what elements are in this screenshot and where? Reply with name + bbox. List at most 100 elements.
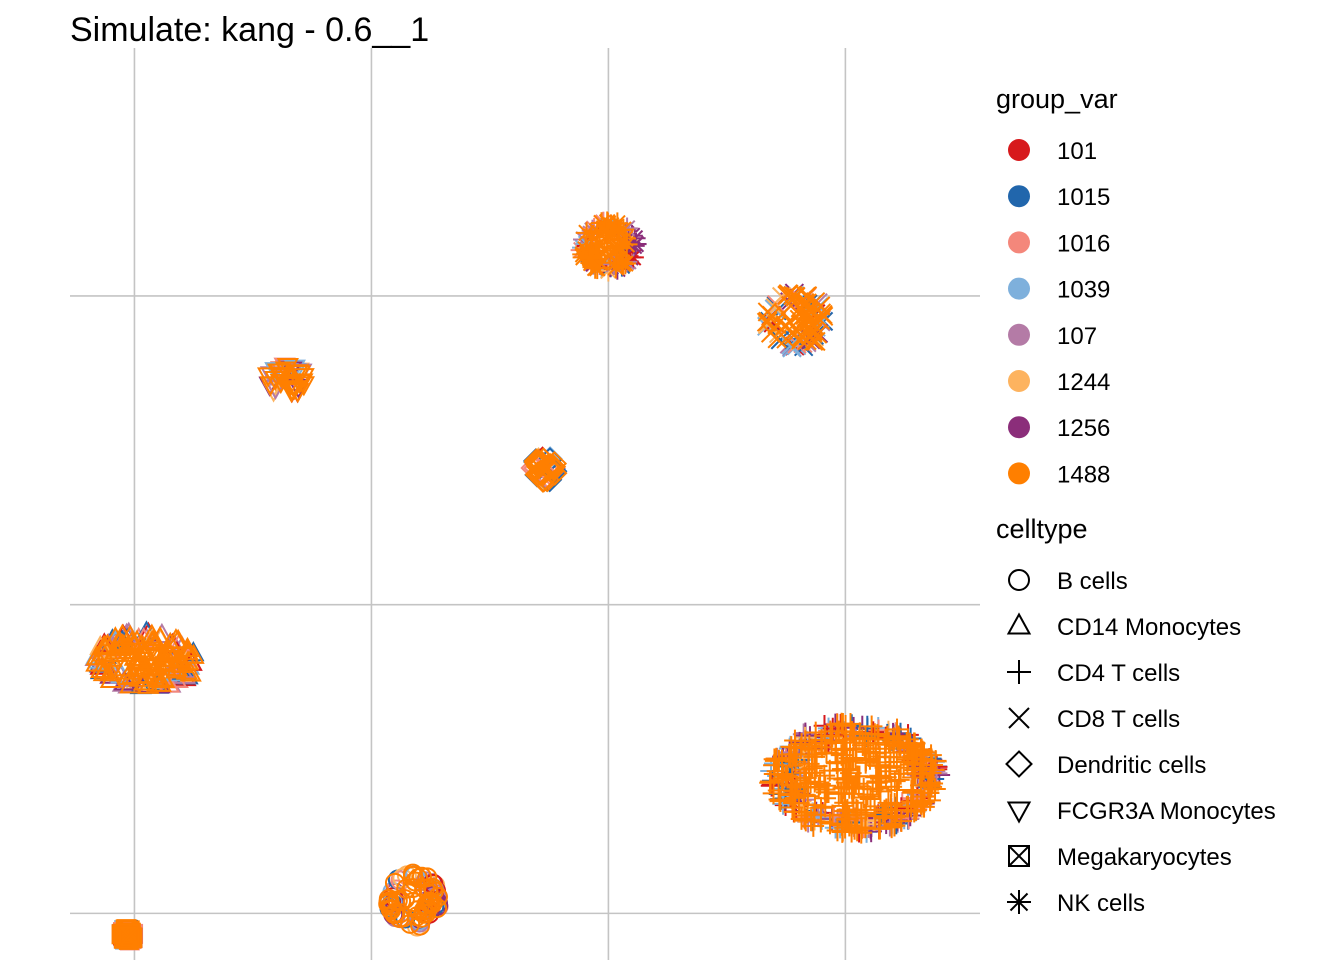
point: [865, 766, 887, 789]
point: [832, 777, 855, 800]
point: [869, 817, 891, 840]
point: [416, 903, 437, 924]
cluster-cd4-t-cells: [759, 712, 951, 844]
points-layer: [84, 211, 951, 951]
point: [759, 770, 782, 793]
point: [843, 723, 865, 746]
point: [913, 796, 935, 818]
cluster-cd8-t-cells: [756, 283, 834, 358]
point: [900, 742, 923, 764]
point: [768, 788, 791, 811]
point: [794, 292, 815, 313]
point: [839, 713, 862, 735]
point: [867, 728, 890, 751]
point: [259, 376, 282, 397]
point: [844, 748, 867, 770]
point: [615, 233, 638, 256]
cluster-fcgr3a-monocytes: [256, 357, 316, 404]
legend-shape-swatch: [1006, 612, 1032, 635]
point: [780, 736, 803, 758]
point: [128, 666, 151, 687]
point: [898, 736, 920, 758]
point: [763, 754, 785, 777]
point: [860, 715, 883, 738]
point: [530, 447, 557, 473]
point: [385, 902, 406, 923]
point: [826, 751, 849, 773]
legend-shape-swatch: [1008, 569, 1030, 591]
point: [115, 635, 139, 656]
point: [422, 877, 443, 898]
legend-color-swatch: [1008, 462, 1030, 485]
legend-shape-label: CD4 T cells: [1057, 660, 1180, 687]
point: [407, 900, 428, 921]
point: [779, 284, 799, 304]
point: [793, 804, 816, 827]
color-legend-title: group_var: [996, 84, 1118, 114]
point: [92, 660, 116, 682]
legend-shape-label: Dendritic cells: [1057, 752, 1206, 779]
point: [159, 631, 182, 652]
legend-shape-swatch: [1008, 707, 1030, 729]
point: [119, 926, 140, 947]
point: [915, 757, 938, 779]
legend-shape-label: B cells: [1057, 568, 1128, 595]
point: [803, 331, 824, 351]
point: [764, 750, 787, 772]
point: [878, 732, 900, 754]
point: [758, 311, 778, 331]
point: [780, 312, 800, 332]
legend-shape-swatch: [1007, 890, 1031, 914]
legend-color-swatch: [1008, 185, 1030, 208]
point: [775, 315, 796, 335]
shape-legend-title: celltype: [996, 514, 1088, 544]
cluster-dendritic-cells: [520, 446, 568, 493]
legend-shape-label: CD8 T cells: [1057, 706, 1180, 733]
shape-legend: celltype B cells CD14 Monocytes CD4 T cell…: [996, 514, 1276, 917]
point: [906, 744, 929, 767]
point: [910, 738, 933, 761]
legend-shape-label: NK cells: [1057, 890, 1145, 917]
legend-color-swatch: [1008, 231, 1030, 254]
point: [819, 812, 841, 835]
color-legend: group_var 101 1015 1016 1039 107 1244 1256 1488: [996, 84, 1118, 488]
cluster-cd14-monocytes: [84, 620, 205, 695]
point: [803, 323, 823, 344]
point: [771, 769, 793, 791]
point: [379, 891, 400, 912]
point: [420, 893, 441, 914]
legend-color-label: 101: [1057, 138, 1097, 165]
point: [831, 821, 854, 843]
point: [538, 453, 564, 479]
legend-shape-swatch: [1008, 845, 1030, 867]
point: [152, 643, 175, 664]
point: [92, 635, 115, 656]
chart-title: Simulate: kang - 0.6__1: [70, 11, 429, 49]
legend-color-swatch: [1008, 277, 1030, 300]
point: [410, 915, 431, 936]
point: [164, 628, 188, 649]
legend-color-label: 1039: [1057, 277, 1110, 304]
legend-color-swatch: [1008, 370, 1030, 392]
point: [762, 782, 785, 805]
point: [882, 730, 904, 753]
point: [886, 799, 908, 821]
point: [880, 775, 903, 798]
legend-shape-swatch: [1006, 801, 1032, 824]
point: [785, 287, 805, 307]
point: [880, 794, 902, 816]
point: [288, 365, 312, 386]
point: [402, 878, 423, 899]
point: [292, 376, 316, 397]
point: [814, 795, 837, 818]
point: [264, 370, 287, 392]
point: [869, 745, 891, 768]
point: [85, 645, 108, 666]
point: [921, 772, 944, 795]
legend-color-label: 1256: [1057, 415, 1110, 442]
point: [797, 293, 817, 313]
point: [845, 807, 868, 830]
point: [834, 714, 857, 737]
point: [859, 785, 882, 808]
